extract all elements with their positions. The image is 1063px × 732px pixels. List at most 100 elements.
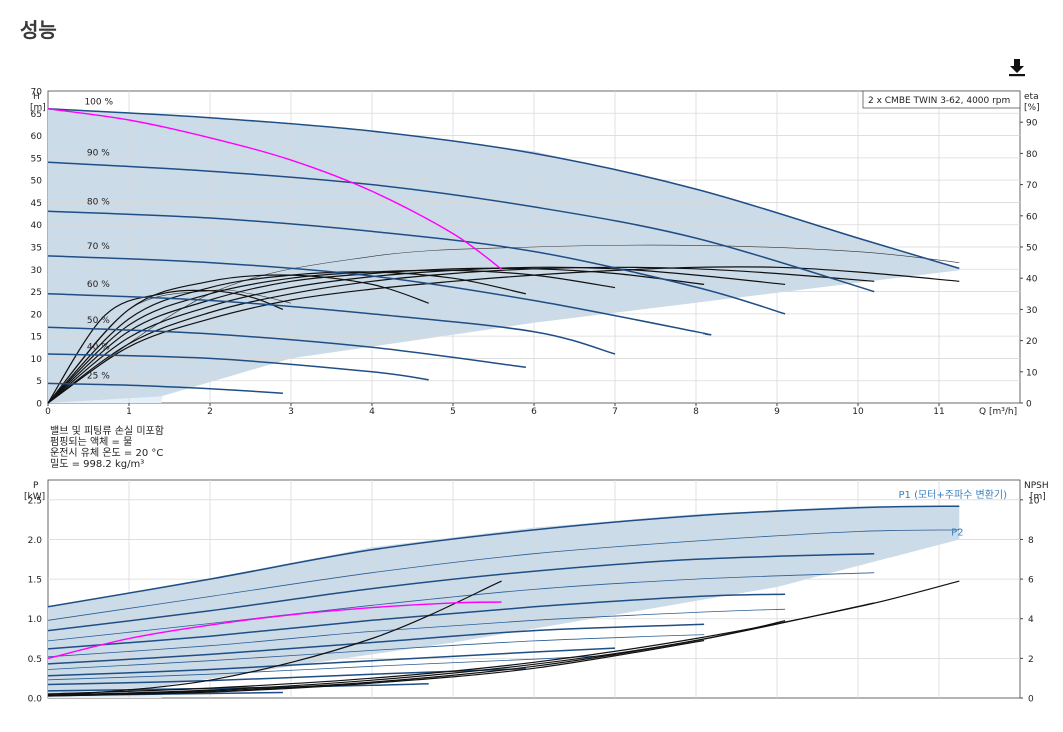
head-eta-tick-label: 30 [1026, 306, 1038, 316]
head-x-tick-label: 1 [126, 407, 132, 417]
note-line: 운전시 유체 온도 = 20 °C [50, 448, 164, 459]
head-y-tick-label: 35 [31, 244, 42, 254]
head-y-axis-label: H [33, 92, 40, 102]
head-operating-area [48, 108, 960, 404]
head-y-tick-label: 50 [31, 177, 43, 187]
duty-curve [47, 108, 503, 270]
p2-curve [47, 654, 616, 681]
npsh-tick-label: 10 [1028, 496, 1040, 506]
speed-curve [47, 210, 786, 315]
head-x-tick-label: 11 [933, 407, 944, 417]
p2-curve [47, 608, 786, 658]
power-y-tick-label: 2.0 [28, 536, 43, 546]
speed-label: 50 % [87, 316, 110, 326]
head-eta-tick-label: 90 [1026, 119, 1038, 129]
head-x-tick-label: 5 [450, 407, 456, 417]
head-x-tick-label: 9 [774, 407, 780, 417]
power-y-tick-label: 1.5 [28, 576, 42, 586]
power-series-label: P2 [951, 527, 963, 538]
head-y-tick-label: 60 [31, 132, 43, 142]
speed-label: 100 % [84, 97, 113, 107]
head-y-tick-label: 70 [31, 88, 43, 98]
head-eta-tick-label: 70 [1026, 181, 1038, 191]
head-y-tick-label: 20 [31, 310, 43, 320]
download-icon[interactable] [1006, 56, 1028, 78]
npsh-tick-label: 0 [1028, 695, 1034, 705]
speed-label: 90 % [87, 149, 110, 159]
efficiency-curve [47, 274, 429, 404]
head-eta-tick-label: 20 [1026, 337, 1038, 347]
head-eta-tick-label: 40 [1026, 275, 1038, 285]
p1-curve [47, 593, 786, 650]
p1-curve [47, 623, 705, 665]
notes: 밸브 및 피팅류 손실 미포함 펌핑되는 액체 = 물 운전시 유체 온도 = … [50, 426, 164, 470]
legend-text: 2 x CMBE TWIN 3-62, 4000 rpm [868, 96, 1010, 106]
speed-label: 25 % [87, 371, 110, 381]
p2-curve [47, 529, 960, 621]
head-eta-axis-unit: [%] [1024, 103, 1040, 113]
efficiency-curve [47, 269, 616, 404]
head-x-axis-label: Q [m³/h] [979, 407, 1017, 417]
speed-label: 70 % [87, 242, 110, 252]
head-y-tick-label: 65 [31, 110, 42, 120]
head-eta-axis-label: eta [1024, 92, 1039, 102]
power-y-tick-label: 0.5 [28, 655, 42, 665]
speed-curve [47, 353, 429, 381]
speed-curve [47, 255, 712, 336]
efficiency-curve [47, 266, 960, 404]
speed-label: 80 % [87, 198, 110, 208]
speed-curve [47, 293, 616, 355]
head-y-tick-label: 45 [31, 199, 42, 209]
npsh-tick-label: 4 [1028, 615, 1034, 625]
page-title: 성능 [20, 18, 57, 42]
efficiency-curve [47, 267, 705, 404]
power-y-tick-label: 2.5 [28, 496, 42, 506]
power-duty-curve [47, 601, 502, 660]
power-y-axis-unit: [kW] [24, 492, 45, 502]
head-eta-tick-label: 0 [1026, 400, 1032, 410]
head-eta-tick-label: 60 [1026, 212, 1038, 222]
head-x-tick-label: 2 [207, 407, 213, 417]
p2-curve [47, 572, 875, 642]
head-y-tick-label: 55 [31, 154, 42, 164]
speed-curve [47, 161, 875, 293]
power-y-tick-label: 0.0 [28, 695, 43, 705]
head-x-tick-label: 6 [531, 407, 537, 417]
head-x-tick-label: 8 [693, 407, 699, 417]
head-y-tick-label: 40 [31, 221, 43, 231]
head-x-tick-label: 7 [612, 407, 618, 417]
head-x-tick-label: 0 [45, 407, 51, 417]
head-y-tick-label: 0 [36, 400, 42, 410]
npsh-tick-label: 2 [1028, 655, 1034, 665]
npsh-tick-label: 6 [1028, 576, 1034, 586]
head-eta-tick-label: 80 [1026, 150, 1038, 160]
head-x-tick-label: 10 [852, 407, 864, 417]
head-y-tick-label: 25 [31, 288, 42, 298]
npsh-tick-label: 8 [1028, 536, 1034, 546]
p1-curve [47, 647, 616, 677]
p1-curve [47, 552, 875, 632]
speed-curve [47, 108, 960, 270]
npsh-axis-unit: [m] [1030, 492, 1046, 502]
head-y-tick-label: 5 [36, 377, 42, 387]
head-y-axis-unit: [m] [30, 103, 46, 113]
head-y-tick-label: 10 [31, 355, 43, 365]
head-eta-tick-label: 10 [1026, 368, 1038, 378]
power-series-label: P1 (모터+주파수 변환기) [899, 489, 1008, 501]
legend-box [862, 90, 1021, 109]
npsh-curve [47, 580, 502, 697]
head-x-tick-label: 4 [369, 407, 375, 417]
npsh-axis-label: NPSH [1024, 481, 1049, 491]
p2-curve [47, 634, 705, 670]
speed-curve [47, 326, 526, 369]
p1-curve [47, 505, 960, 608]
head-y-tick-label: 30 [31, 266, 43, 276]
note-line: 펌핑되는 액체 = 물 [50, 437, 133, 448]
head-y-tick-label: 15 [31, 333, 42, 343]
npsh-curve [47, 639, 705, 697]
speed-label: 60 % [87, 280, 110, 290]
npsh-curve [47, 620, 786, 697]
power-y-axis-label: P [33, 481, 39, 491]
speed-label: 40 % [87, 343, 110, 353]
